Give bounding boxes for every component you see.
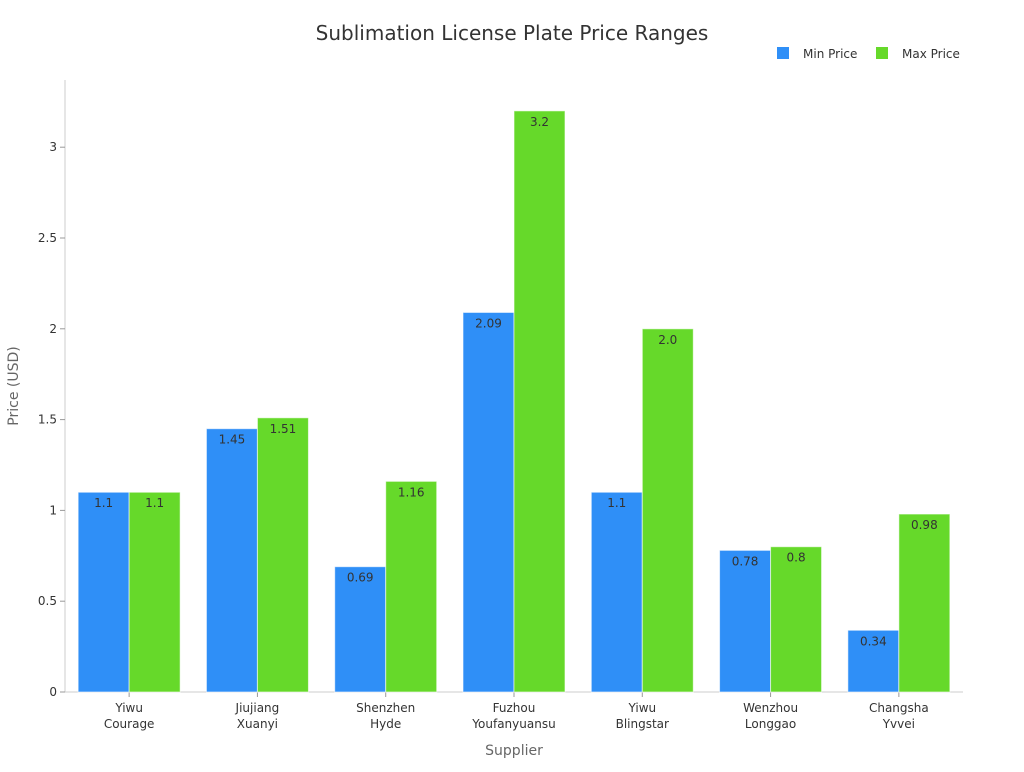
x-tick-label: Changsha xyxy=(869,701,929,715)
x-tick-label: Wenzhou xyxy=(743,701,798,715)
y-tick-label: 0 xyxy=(49,685,57,699)
y-tick-label: 1.5 xyxy=(38,413,57,427)
bar-max xyxy=(770,546,823,693)
y-tick-label: 2.5 xyxy=(38,231,57,245)
x-tick-label: Yiwu xyxy=(114,701,143,715)
x-axis-label: Supplier xyxy=(485,743,543,759)
x-tick-label: Shenzhen xyxy=(356,701,415,715)
plot-area: 0 0.5 1 1.5 2 2.5 3 Yiwu Courage 1.1 1.1 Jiujiang Xu… xyxy=(38,80,963,731)
bar-max xyxy=(385,480,438,693)
legend-label: Min Price xyxy=(803,47,857,61)
data-label: 3.2 xyxy=(530,115,549,129)
x-tick-label: Fuzhou xyxy=(493,701,536,715)
data-label: 1.51 xyxy=(270,422,297,436)
data-label: 1.45 xyxy=(219,433,246,447)
x-tick-label: Hyde xyxy=(370,717,401,731)
bar-min xyxy=(847,629,900,693)
legend: Min Price Max Price xyxy=(777,47,960,61)
data-label: 0.8 xyxy=(787,551,806,565)
y-tick-label: 2 xyxy=(49,322,57,336)
x-tick-label: Xuanyi xyxy=(237,717,278,731)
bar-min xyxy=(719,549,772,693)
bar-min xyxy=(205,428,258,693)
bar-max xyxy=(256,417,309,693)
legend-swatch xyxy=(876,47,888,59)
x-tick-label: Jiujiang xyxy=(235,701,280,715)
data-label: 2.0 xyxy=(658,333,677,347)
data-label: 1.16 xyxy=(398,485,425,499)
bar-min xyxy=(77,491,130,693)
x-tick-label: Youfanyuansu xyxy=(471,717,555,731)
bar-min xyxy=(334,566,387,693)
x-tick-label: Courage xyxy=(104,717,155,731)
bar-min xyxy=(462,311,515,693)
data-label: 0.78 xyxy=(732,554,759,568)
bar-max xyxy=(513,110,566,693)
x-tick-label: Yvvei xyxy=(882,717,915,731)
data-label: 0.69 xyxy=(347,571,374,585)
x-tick-label: Blingstar xyxy=(616,717,669,731)
x-tick-label: Longgao xyxy=(745,717,796,731)
data-label: 0.98 xyxy=(911,518,938,532)
x-tick-label: Yiwu xyxy=(627,701,656,715)
data-label: 2.09 xyxy=(475,316,502,330)
data-label: 1.1 xyxy=(94,496,113,510)
y-tick-label: 3 xyxy=(49,140,57,154)
bar-min xyxy=(590,491,643,693)
bar-max xyxy=(641,328,694,693)
bar-max xyxy=(898,513,951,693)
chart-title: Sublimation License Plate Price Ranges xyxy=(316,21,709,45)
legend-swatch xyxy=(777,47,789,59)
y-tick-label: 1 xyxy=(49,503,57,517)
data-label: 0.34 xyxy=(860,634,887,648)
y-axis-label: Price (USD) xyxy=(6,346,22,425)
legend-label: Max Price xyxy=(902,47,960,61)
data-label: 1.1 xyxy=(145,496,164,510)
bar-max xyxy=(128,491,181,693)
data-label: 1.1 xyxy=(607,496,626,510)
y-tick-label: 0.5 xyxy=(38,594,57,608)
